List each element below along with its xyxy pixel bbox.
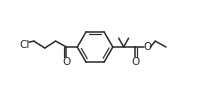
Text: Cl: Cl: [20, 40, 30, 50]
Text: O: O: [143, 42, 151, 52]
Text: O: O: [62, 57, 71, 67]
Text: O: O: [131, 57, 140, 67]
